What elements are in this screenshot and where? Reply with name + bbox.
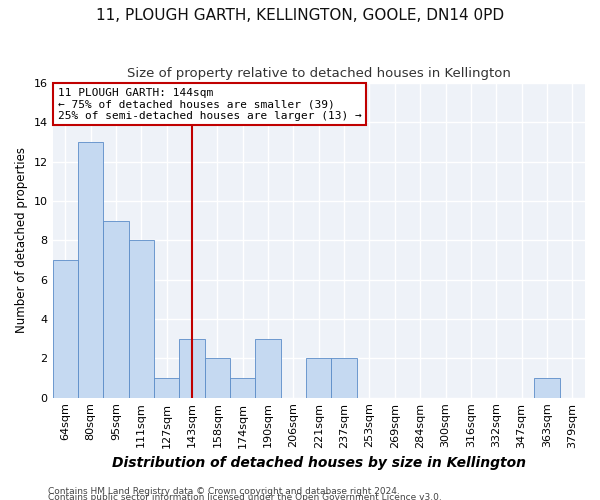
Bar	[306, 358, 331, 398]
Bar	[534, 378, 560, 398]
Title: Size of property relative to detached houses in Kellington: Size of property relative to detached ho…	[127, 68, 511, 80]
Bar	[230, 378, 256, 398]
Bar	[103, 220, 128, 398]
Bar	[78, 142, 103, 398]
Text: Contains HM Land Registry data © Crown copyright and database right 2024.: Contains HM Land Registry data © Crown c…	[48, 487, 400, 496]
Text: Contains public sector information licensed under the Open Government Licence v3: Contains public sector information licen…	[48, 492, 442, 500]
Bar	[256, 338, 281, 398]
Text: 11 PLOUGH GARTH: 144sqm
← 75% of detached houses are smaller (39)
25% of semi-de: 11 PLOUGH GARTH: 144sqm ← 75% of detache…	[58, 88, 362, 121]
Bar	[205, 358, 230, 398]
Text: 11, PLOUGH GARTH, KELLINGTON, GOOLE, DN14 0PD: 11, PLOUGH GARTH, KELLINGTON, GOOLE, DN1…	[96, 8, 504, 22]
Bar	[154, 378, 179, 398]
X-axis label: Distribution of detached houses by size in Kellington: Distribution of detached houses by size …	[112, 456, 526, 470]
Y-axis label: Number of detached properties: Number of detached properties	[15, 148, 28, 334]
Bar	[179, 338, 205, 398]
Bar	[128, 240, 154, 398]
Bar	[53, 260, 78, 398]
Bar	[331, 358, 357, 398]
